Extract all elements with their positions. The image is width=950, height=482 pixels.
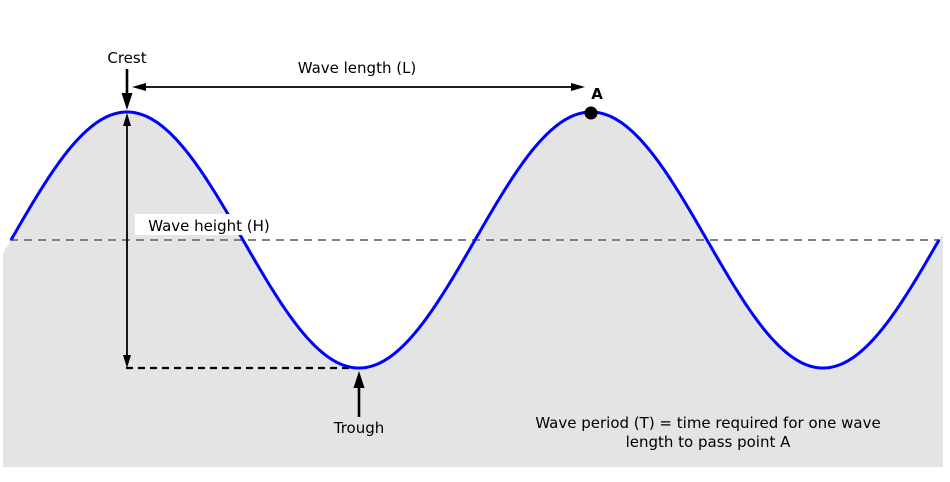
wave-period-note-line2: length to pass point A	[626, 433, 792, 451]
trough-arrowhead-icon	[353, 371, 365, 388]
trough-label: Trough	[333, 419, 385, 437]
wave-length-label: Wave length (L)	[298, 59, 417, 77]
water-fill-area	[3, 112, 943, 467]
crest-label: Crest	[107, 49, 146, 67]
wave-height-label: Wave height (H)	[148, 217, 270, 235]
wave-height-arrowhead-down-icon	[123, 355, 131, 368]
wave-period-note-line1: Wave period (T) = time required for one …	[535, 414, 880, 432]
wave-height-arrowhead-up-icon	[123, 113, 131, 126]
crest-arrowhead-icon	[121, 93, 133, 110]
wave-length-arrowhead-left-icon	[132, 83, 146, 91]
point-a-marker	[584, 106, 598, 120]
wave-length-arrowhead-right-icon	[571, 83, 585, 91]
wave-curve	[9, 110, 941, 370]
point-a-label: A	[591, 85, 603, 103]
wave-height-label-background	[135, 214, 283, 235]
